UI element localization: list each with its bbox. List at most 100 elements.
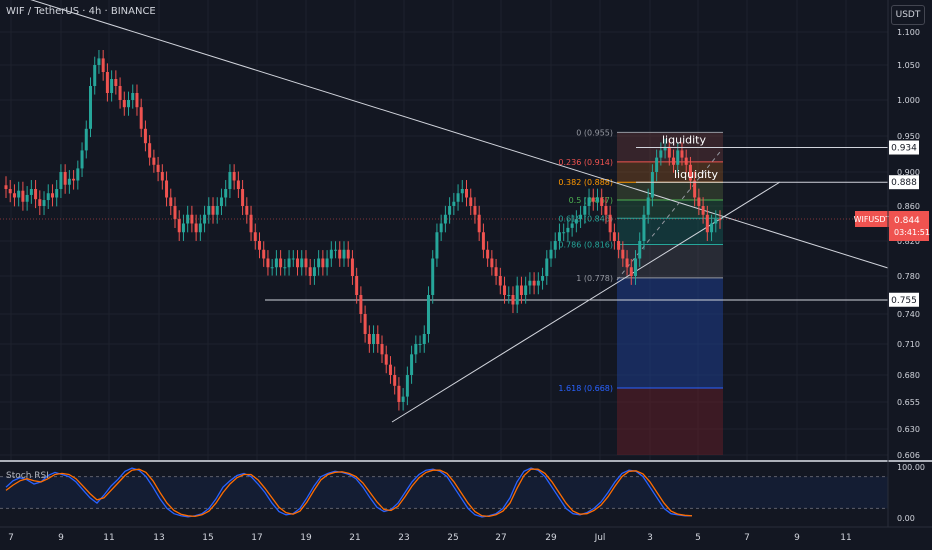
candle-body: [608, 214, 612, 233]
candle-body: [705, 214, 709, 233]
candle-body: [274, 258, 278, 268]
candle-body: [173, 206, 177, 220]
candle-body: [469, 197, 473, 206]
candle-body: [697, 197, 701, 206]
candle-body: [587, 197, 591, 206]
price-axis-label: 1.000: [897, 96, 920, 105]
candle-body: [655, 157, 659, 172]
candle-body: [435, 232, 439, 259]
candle-body: [372, 334, 376, 344]
stoch-d-line: [5, 468, 693, 518]
candle-body: [42, 200, 46, 206]
candle-body: [376, 334, 380, 344]
time-axis-label: 7: [744, 533, 750, 543]
candle-body: [367, 334, 371, 344]
candle-body: [198, 223, 202, 233]
candle-body: [312, 267, 316, 276]
candle-body: [418, 344, 422, 345]
candle-body: [21, 190, 25, 202]
candle-body: [541, 276, 545, 281]
candle-body: [46, 193, 50, 201]
candle-body: [693, 180, 697, 198]
candle-body: [59, 172, 63, 189]
candle-body: [672, 157, 676, 165]
candle-body: [143, 128, 147, 144]
candle-body: [439, 223, 443, 233]
candle-body: [139, 107, 143, 129]
candle-body: [710, 223, 714, 233]
liquidity-label: liquidity: [674, 168, 718, 181]
candle-body: [308, 267, 312, 276]
candle-body: [105, 72, 109, 93]
candle-body: [50, 193, 54, 198]
candle-body: [388, 364, 392, 375]
candle-body: [473, 206, 477, 215]
candle-body: [4, 185, 8, 189]
time-axis-label: 29: [545, 533, 557, 543]
candle-body: [448, 206, 452, 215]
time-axis-label: 5: [695, 533, 701, 543]
candle-body: [465, 189, 469, 198]
stoch-bottom-label: 0.00: [897, 514, 915, 523]
candle-body: [414, 344, 418, 355]
fib-zone: [617, 387, 723, 455]
candle-body: [17, 190, 21, 198]
candle-body: [452, 201, 456, 206]
candle-body: [562, 232, 566, 234]
candle-body: [490, 258, 494, 268]
candle-body: [477, 214, 481, 233]
candle-body: [80, 150, 84, 169]
candle-body: [659, 150, 663, 158]
candle-body: [135, 93, 139, 108]
fib-level-label: 0 (0.955): [576, 128, 613, 137]
candle-body: [355, 276, 359, 295]
candle-body: [688, 164, 692, 181]
candle-body: [334, 249, 338, 251]
level-tag: [889, 175, 919, 190]
candle-body: [621, 249, 625, 259]
candle-body: [97, 58, 101, 65]
candle-body: [38, 199, 42, 206]
symbol-tag-label: WIFUSDT: [854, 215, 891, 224]
time-axis-label: 9: [794, 533, 800, 543]
candle-body: [270, 267, 274, 269]
candle-body: [570, 223, 574, 228]
candle-body: [617, 241, 621, 250]
candle-body: [511, 295, 515, 305]
candle-body: [317, 258, 321, 268]
candle-body: [498, 276, 502, 286]
candle-body: [152, 157, 156, 165]
candle-body: [410, 354, 414, 375]
candle-body: [642, 214, 646, 241]
candle-body: [279, 258, 283, 268]
candle-body: [536, 280, 540, 286]
candle-body: [646, 197, 650, 215]
time-axis-label: 11: [840, 533, 851, 543]
currency-button[interactable]: USDT: [891, 5, 925, 25]
candle-body: [55, 189, 59, 198]
candle-body: [650, 172, 654, 198]
candle-body: [211, 206, 215, 215]
level-tag-label: 0.888: [891, 178, 917, 188]
candle-body: [481, 232, 485, 250]
time-axis-label: 9: [58, 533, 64, 543]
time-axis-label: 17: [251, 533, 262, 543]
candle-body: [253, 232, 257, 241]
candle-body: [148, 143, 152, 158]
candle-body: [29, 189, 33, 195]
price-axis-label: 0.710: [897, 340, 920, 349]
candle-body: [460, 189, 464, 194]
time-axis-label: 19: [300, 533, 312, 543]
fib-level-label: 0.5 (0.867): [569, 196, 613, 205]
price-axis-label: 0.780: [897, 272, 920, 281]
candle-body: [156, 164, 160, 172]
stoch-k-line: [5, 467, 692, 518]
candle-body: [215, 206, 219, 215]
price-axis-label: 1.050: [897, 61, 920, 70]
candle-body: [663, 146, 667, 151]
candle-body: [638, 241, 642, 259]
current-price-value: 0.844: [894, 216, 920, 226]
candle-body: [249, 214, 253, 233]
candle-body: [25, 194, 29, 202]
